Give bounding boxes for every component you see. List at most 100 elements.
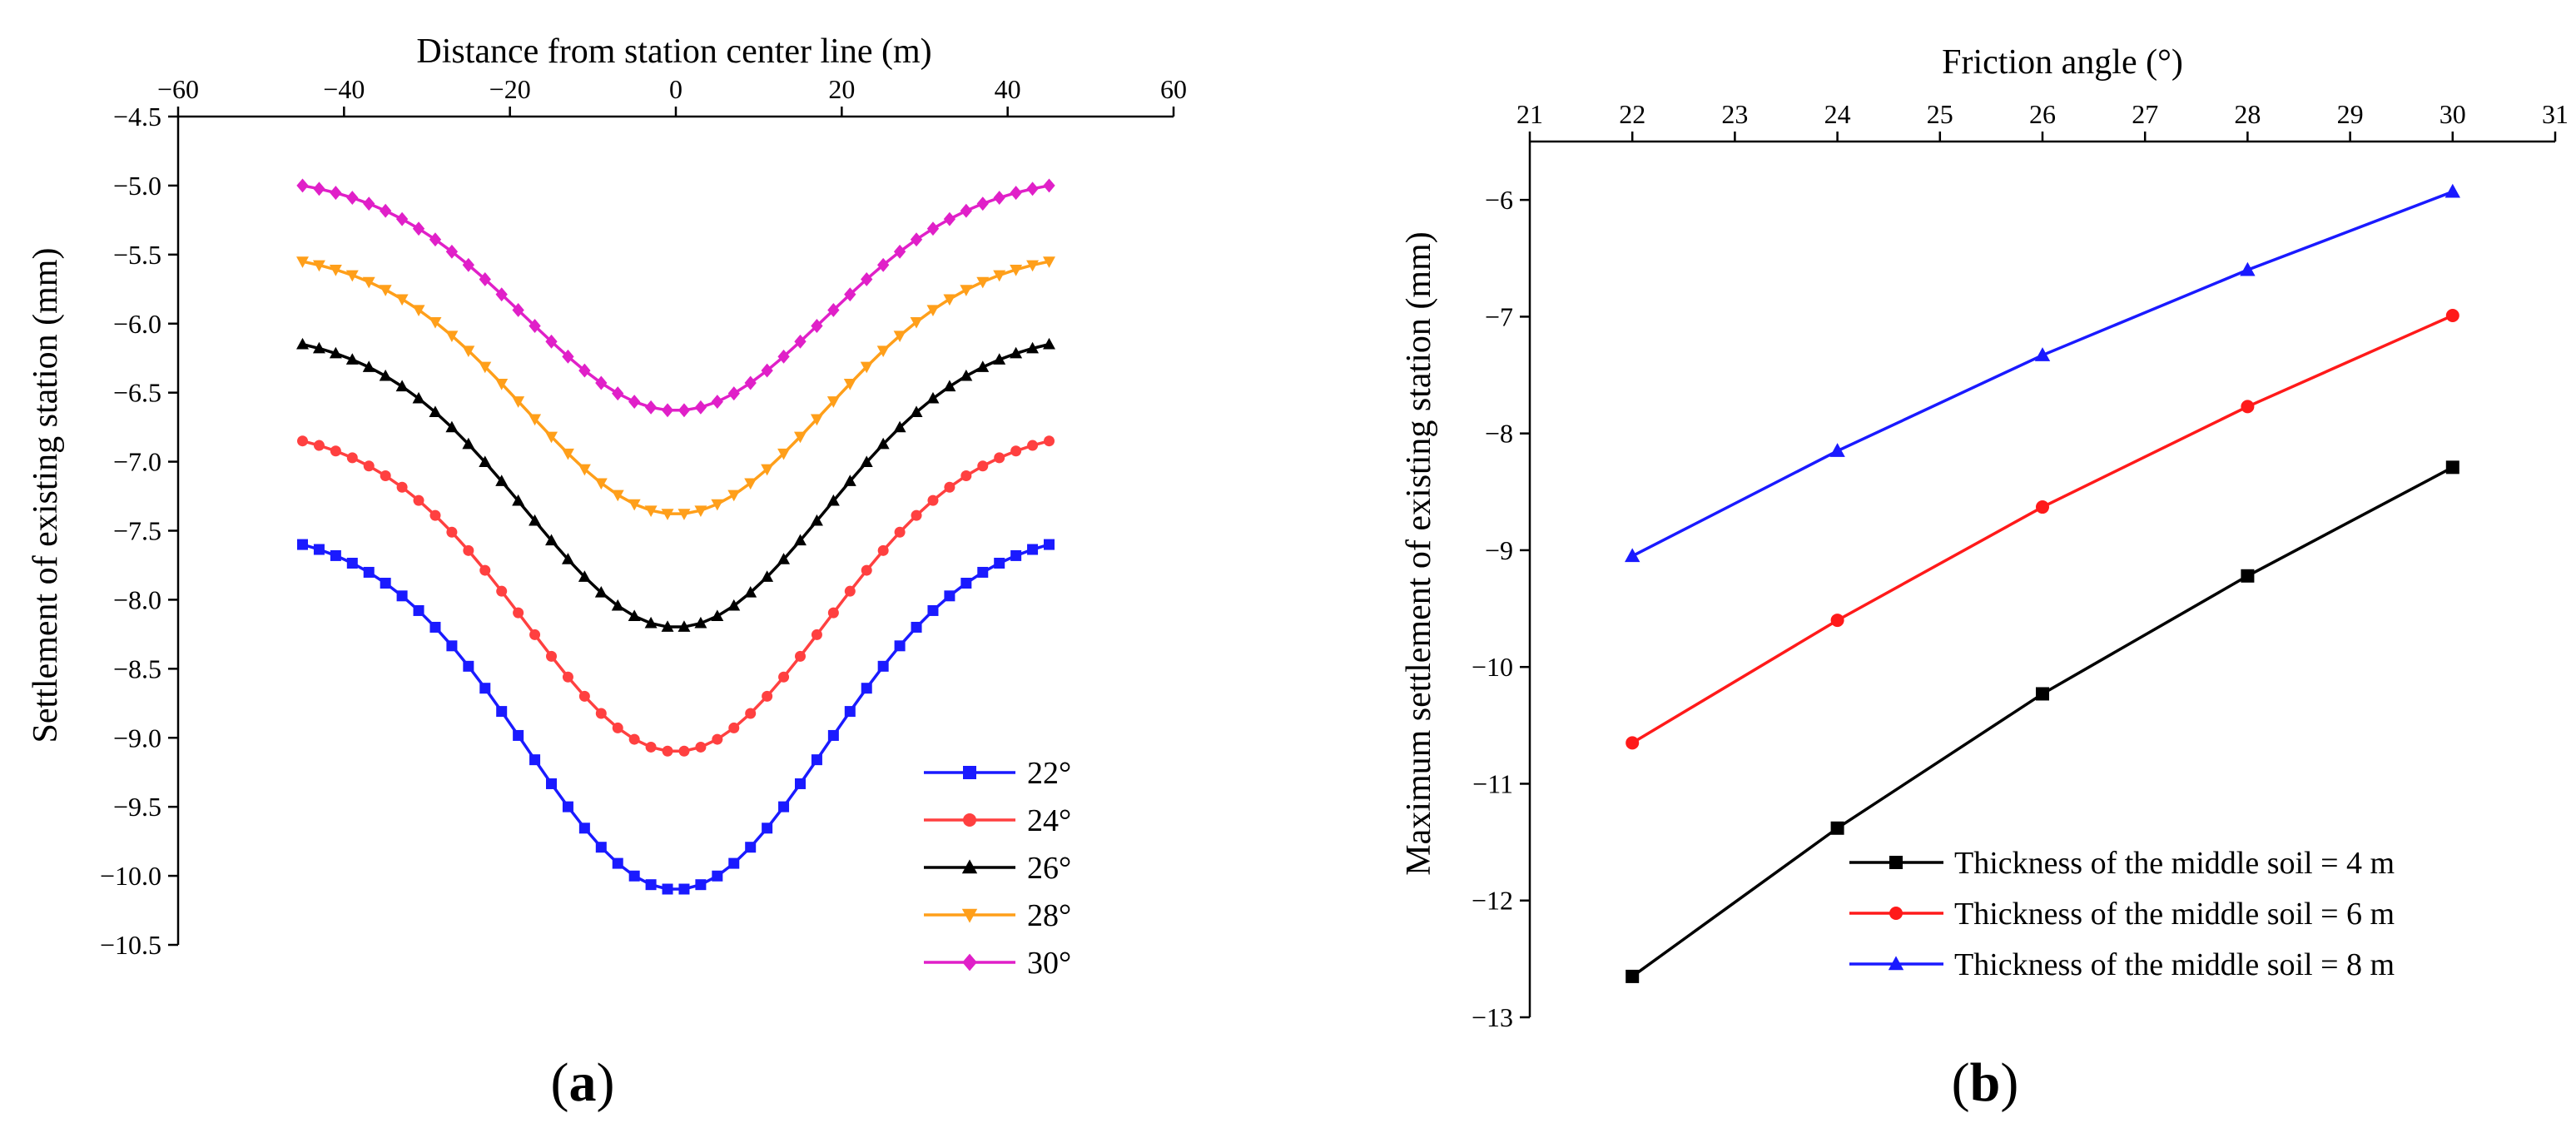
series-a-24-point: [578, 690, 590, 702]
series-a-24-point: [795, 650, 806, 662]
series-a-22-point: [695, 879, 707, 891]
chart-a-x-label: Distance from station center line (m): [416, 32, 931, 71]
series-a-22-point: [894, 640, 906, 652]
panel-label-a: (a): [551, 1052, 615, 1113]
series-a-30-point: [578, 363, 591, 378]
series-a-30-point: [529, 319, 541, 333]
y-tick-label: −10.0: [100, 861, 161, 891]
series-a-28-point: [1043, 256, 1055, 268]
series-a-26-point: [445, 420, 459, 433]
legend-b-thickness-of-the-middle-soil-4-m-marker: [1889, 856, 1903, 869]
series-a-24-point: [429, 509, 441, 521]
series-a-28-point: [362, 276, 375, 289]
series-a-24-point: [977, 460, 989, 472]
series-a-30-point: [479, 272, 491, 286]
series-a-26-point: [1026, 341, 1040, 354]
series-a-24-point: [695, 741, 707, 753]
series-a-24-point: [413, 494, 424, 506]
series-a-22-point: [811, 754, 822, 766]
legend-a-24-marker: [963, 813, 976, 827]
series-a-22-point: [413, 604, 424, 616]
series-a-28-point: [777, 448, 791, 460]
series-a-22-point: [562, 801, 573, 813]
series-a-26-point: [561, 553, 574, 564]
series-a-22-point: [628, 870, 640, 882]
series-a-28-point: [893, 330, 906, 343]
series-a-26-point: [312, 341, 325, 354]
series-a-22-point: [827, 729, 839, 741]
series-a-22-point: [762, 822, 773, 834]
series-a-30-point: [727, 386, 740, 401]
series-a-26-point: [329, 346, 342, 359]
chart-a-y-label: Settlement of existing station (mm): [27, 248, 65, 743]
series-a-26-point: [678, 620, 691, 632]
y-tick-label: −9.5: [113, 792, 161, 822]
x-tick-label: −40: [323, 74, 365, 104]
series-a-26-point: [412, 391, 425, 404]
series-a-26-point: [1010, 346, 1023, 359]
series-a-28-point: [661, 509, 674, 520]
panel-letter-a: a: [569, 1052, 597, 1113]
series-a-26-point: [960, 369, 973, 381]
series-a-26-line: [302, 342, 1050, 629]
series-b-thickness-of-the-middle-soil-4-m-point: [2241, 569, 2255, 583]
series-a-22-point: [363, 566, 375, 578]
series-b-thickness-of-the-middle-soil-8-m-point: [2240, 261, 2256, 276]
series-a-22-point: [712, 870, 723, 882]
series-a-26-point: [479, 455, 492, 468]
series-b-thickness-of-the-middle-soil-6-m-line: [1631, 314, 2454, 744]
series-a-24-point: [911, 509, 922, 521]
series-a-24-point: [628, 733, 640, 745]
series-a-30-point: [960, 203, 972, 218]
y-tick-label: −6.0: [113, 309, 161, 339]
legend-a-28-label: 28°: [1027, 898, 1071, 933]
series-a-30-point: [761, 363, 773, 378]
series-a-28-point: [495, 379, 509, 390]
x-tick-label: 27: [2132, 99, 2158, 129]
series-a-28-point: [594, 478, 608, 490]
series-a-30-point: [976, 196, 989, 211]
series-a-28-point: [910, 317, 923, 329]
series-a-26-point: [777, 553, 791, 564]
series-a-26-point: [727, 599, 741, 611]
series-a-26-point: [943, 380, 956, 392]
series-a-22-point: [463, 660, 474, 672]
series-a-28-point: [611, 489, 624, 502]
series-a-22-point: [1027, 544, 1039, 555]
series-a-26-point: [628, 609, 641, 621]
series-a-28-point: [794, 431, 807, 444]
series-a-24-point: [994, 452, 1005, 464]
series-a-28-point: [694, 505, 707, 518]
series-a-28-point: [479, 361, 492, 374]
y-tick-label: −9.0: [113, 723, 161, 753]
series-a-22-point: [330, 549, 341, 561]
series-a-26-point: [578, 570, 591, 582]
series-a-26-point: [429, 405, 442, 417]
series-a-30-point: [943, 211, 956, 226]
legend-a-30-marker: [962, 953, 977, 972]
x-tick-label: 31: [2542, 99, 2569, 129]
series-a-28-point: [1010, 265, 1023, 276]
series-a-26-point: [462, 437, 475, 450]
series-a-26-point: [379, 369, 392, 381]
series-b-thickness-of-the-middle-soil-8-m-point: [2444, 183, 2460, 198]
y-tick-label: −5.0: [113, 171, 161, 201]
series-a-30-point: [462, 257, 474, 272]
series-a-26-point: [644, 616, 658, 629]
series-a-30-point: [811, 319, 823, 333]
series-a-30-point: [1043, 178, 1055, 193]
series-a-26-point: [296, 337, 309, 350]
series-a-22-point: [612, 857, 623, 869]
series-a-28-point: [960, 285, 973, 296]
series-b-thickness-of-the-middle-soil-4-m-point: [2036, 687, 2049, 701]
chart-b-legend: Thickness of the middle soil = 4 m Thickn…: [1849, 846, 2395, 982]
series-a-24-point: [330, 445, 341, 457]
series-a-28-point: [545, 431, 558, 444]
series-a-30-point: [595, 375, 608, 390]
y-tick-label: −7.5: [113, 516, 161, 546]
series-a-26-point: [826, 494, 840, 506]
panel-letter-b: b: [1970, 1052, 2001, 1113]
series-a-24-point: [479, 564, 491, 576]
series-a-22-point: [745, 842, 757, 853]
y-tick-label: −10.5: [100, 930, 161, 960]
